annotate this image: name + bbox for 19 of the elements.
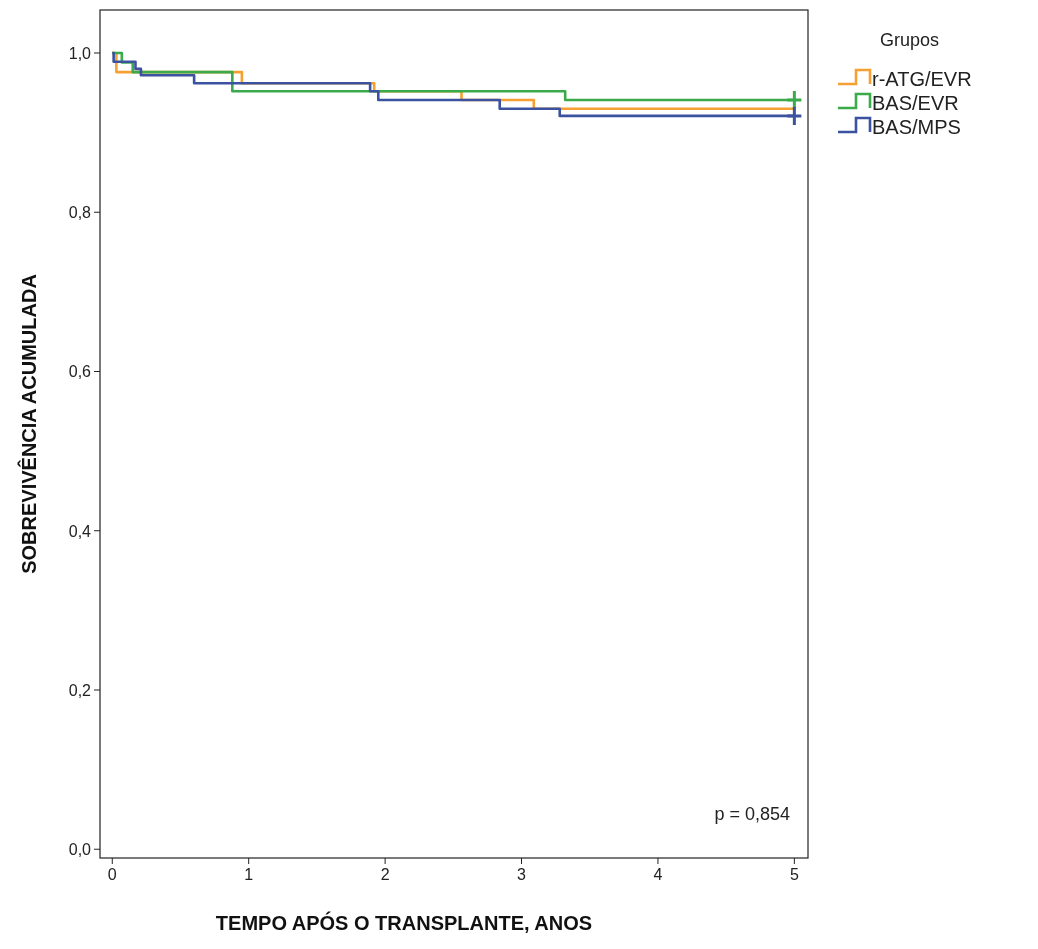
- x-tick-label: 0: [107, 866, 117, 883]
- legend-label: BAS/EVR: [872, 92, 959, 114]
- legend-label: BAS/MPS: [872, 116, 961, 138]
- y-tick-label: 0,0: [68, 841, 92, 859]
- y-tick-label: 0,2: [68, 681, 92, 699]
- legend-label: r-ATG/EVR: [872, 68, 972, 90]
- x-tick-label: 3: [517, 866, 527, 883]
- y-tick-label: 1,0: [68, 45, 92, 62]
- annotation: p = 0,854: [714, 804, 790, 824]
- y-axis-title: SOBREVIVÊNCIA ACUMULADA: [17, 274, 40, 574]
- y-tick-label: 0,8: [68, 204, 92, 222]
- x-tick-label: 2: [380, 866, 390, 883]
- y-tick-label: 0,4: [68, 522, 92, 540]
- x-tick-label: 1: [244, 866, 254, 883]
- x-tick-label: 4: [653, 866, 663, 883]
- y-tick-label: 0,6: [68, 363, 92, 381]
- x-tick-label: 5: [789, 866, 799, 883]
- legend-title: Grupos: [880, 30, 940, 50]
- x-axis-title: TEMPO APÓS O TRANSPLANTE, ANOS: [215, 911, 593, 934]
